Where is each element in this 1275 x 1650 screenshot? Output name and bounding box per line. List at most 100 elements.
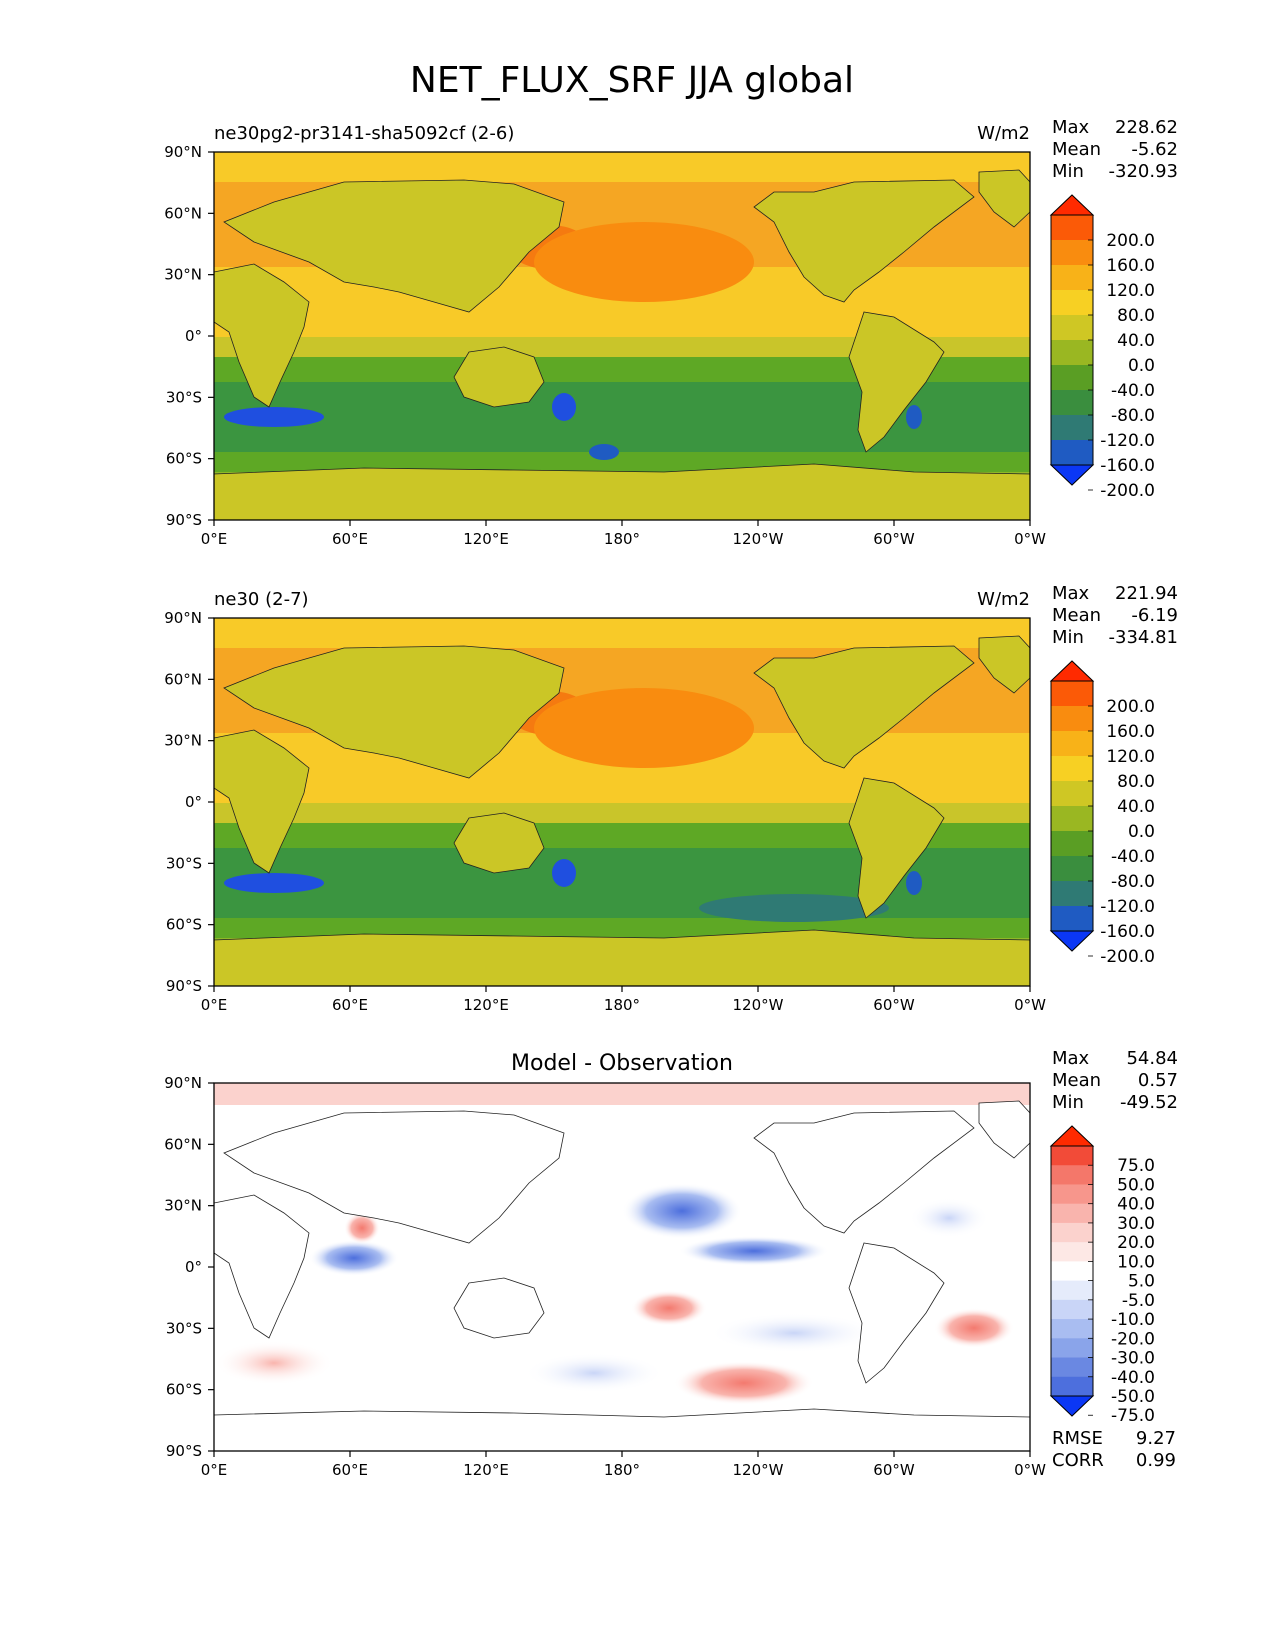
stat-max-label: Max — [1052, 1048, 1090, 1069]
field-arctic — [214, 1083, 1030, 1105]
colorbar-label: 30.0 — [1117, 1214, 1155, 1234]
colorbar-label: 50.0 — [1117, 1175, 1155, 1195]
colorbar-label: -5.0 — [1122, 1291, 1155, 1311]
panel-label: ne30 (2-7) — [214, 589, 309, 610]
colorbar-segment — [1051, 856, 1093, 882]
colorbar-label: -160.0 — [1100, 922, 1155, 942]
colorbar-segment — [1051, 1280, 1093, 1301]
neg-atlantic — [909, 1198, 989, 1238]
y-tick-label: 60°N — [164, 1135, 202, 1153]
cold-agulhas — [224, 873, 324, 893]
pos-arabian — [344, 1212, 380, 1244]
panel-3: Model - Observation Max 54.84 Mean 0.57 … — [213, 1048, 1178, 1471]
colorbar-segment — [1051, 240, 1093, 266]
contour-field — [214, 152, 1030, 520]
continents — [214, 169, 1030, 520]
hot-pacific — [534, 688, 754, 768]
colorbar-segment — [1051, 731, 1093, 757]
stat-mean-label: Mean — [1052, 605, 1101, 626]
pos-south-atlantic — [934, 1308, 1014, 1348]
stat-min-value: -320.93 — [1109, 161, 1178, 182]
stat-min-label: Min — [1052, 161, 1084, 182]
figure-title: NET_FLUX_SRF JJA global — [410, 60, 854, 101]
cold-nz — [589, 444, 619, 460]
stat-min-label: Min — [1052, 627, 1084, 648]
x-tick-label: 0°W — [1014, 996, 1046, 1014]
north-america — [753, 645, 975, 769]
y-tick-label: 0° — [185, 1258, 202, 1276]
south-america — [848, 777, 945, 919]
x-tick-label: 60°E — [332, 1461, 368, 1479]
y-tick-label: 60°S — [166, 1381, 202, 1399]
cold-brazil — [906, 871, 922, 895]
x-tick-label: 120°E — [463, 530, 509, 548]
stat-max-label: Max — [1052, 583, 1090, 604]
x-tick-label: 0°E — [201, 1461, 228, 1479]
neg-north-pacific — [622, 1183, 742, 1239]
panel-units: W/m2 — [977, 589, 1030, 610]
colorbar-segment — [1051, 290, 1093, 316]
x-tick-label: 120°W — [733, 530, 784, 548]
north-america — [753, 1110, 975, 1234]
x-tick-label: 120°E — [463, 996, 509, 1014]
colorbar-label: -200.0 — [1100, 947, 1155, 967]
y-tick-label: 90°N — [164, 1074, 202, 1092]
contour-field — [214, 618, 1030, 986]
colorbar-segment — [1051, 1184, 1093, 1205]
neg-south-pacific — [709, 1313, 879, 1353]
y-tick-label: 60°S — [166, 450, 202, 468]
stat-min-value: -49.52 — [1120, 1092, 1178, 1113]
contour-field — [214, 1083, 1030, 1451]
colorbar-segment — [1051, 881, 1093, 907]
colorbar-label: 200.0 — [1106, 231, 1155, 251]
eurasia — [223, 179, 565, 313]
neg-indian — [309, 1240, 399, 1276]
panel-title: Model - Observation — [511, 1051, 733, 1076]
cold-eastaus — [552, 859, 576, 887]
pos-south-indian — [214, 1341, 334, 1385]
colorbar-segment — [1051, 340, 1093, 366]
colorbar-extend-min — [1049, 930, 1095, 952]
y-tick-label: 90°S — [166, 1442, 202, 1460]
metric-corr-value: 0.99 — [1136, 1450, 1176, 1471]
stat-min-label: Min — [1052, 1092, 1084, 1113]
colorbar-label: 40.0 — [1117, 331, 1155, 351]
y-tick-label: 90°N — [164, 609, 202, 627]
neg-south-ocean — [524, 1353, 664, 1393]
y-tick-label: 30°N — [164, 1197, 202, 1215]
colorbar-label: -120.0 — [1100, 431, 1155, 451]
antarctica — [214, 1408, 1030, 1451]
colorbar-segment — [1051, 1146, 1093, 1166]
greenland — [978, 635, 1030, 694]
continents — [214, 1100, 1030, 1451]
colorbar-segment — [1051, 1319, 1093, 1339]
stats-box: Max 228.62 Mean -5.62 Min -320.93 — [1052, 117, 1178, 182]
stat-mean-label: Mean — [1052, 139, 1101, 160]
stat-mean-value: 0.57 — [1138, 1070, 1178, 1091]
x-tick-label: 0°W — [1014, 530, 1046, 548]
colorbar-segment — [1051, 706, 1093, 732]
stat-max-value: 228.62 — [1115, 117, 1178, 138]
colorbar-segment — [1051, 215, 1093, 241]
colorbar-label: -80.0 — [1111, 872, 1155, 892]
colorbar-segment — [1051, 1338, 1093, 1359]
colorbar-label: 120.0 — [1106, 747, 1155, 767]
stat-max-value: 54.84 — [1126, 1048, 1178, 1069]
eurasia — [223, 1110, 565, 1244]
y-tick-label: 0° — [185, 327, 202, 345]
antarctica — [214, 929, 1030, 986]
colorbar-label: -40.0 — [1111, 1368, 1155, 1388]
north-america — [753, 179, 975, 303]
x-tick-label: 180° — [604, 996, 640, 1014]
colorbar-label: -200.0 — [1100, 481, 1155, 501]
y-tick-label: 30°N — [164, 732, 202, 750]
y-tick-label: 60°N — [164, 670, 202, 688]
x-tick-label: 180° — [604, 530, 640, 548]
panel-units: W/m2 — [977, 123, 1030, 144]
x-tick-label: 0°E — [201, 530, 228, 548]
colorbar-label: -80.0 — [1111, 406, 1155, 426]
metric-corr-label: CORR — [1052, 1450, 1104, 1471]
y-tick-label: 90°S — [166, 511, 202, 529]
colorbar-segment — [1051, 390, 1093, 416]
